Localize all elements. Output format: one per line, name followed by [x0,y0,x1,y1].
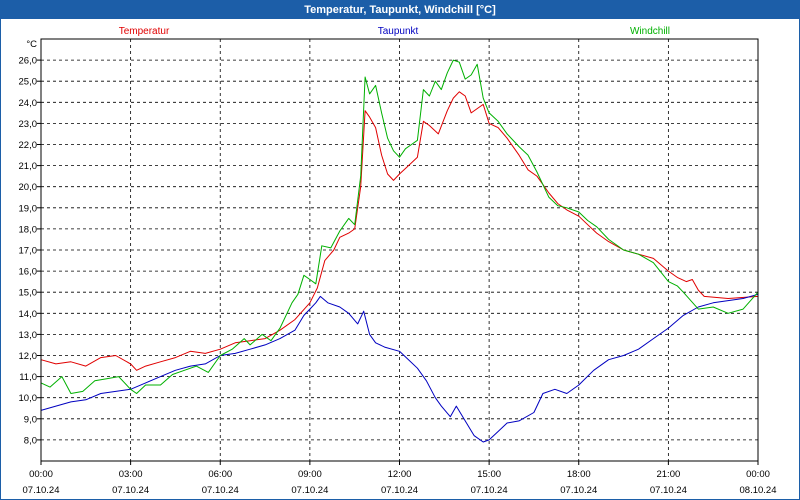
tick-labels: 8,0 9,0 10,0 11,0 12,0 13,0 14,0 15,0 16,0 17,0 18… [19,39,777,496]
y-tick-label: 10,0 [19,393,38,404]
y-tick-label: 17,0 [19,246,38,257]
x-tick-time: 00:00 [746,469,770,480]
x-tick-time: 00:00 [29,469,53,480]
y-tick-label: 13,0 [19,330,38,341]
y-tick-label: 23,0 [19,119,38,130]
x-tick-date: 07.10.24 [650,485,687,496]
x-tick-date: 08.10.24 [740,485,777,496]
axes [37,38,759,465]
y-tick-label: 18,0 [19,224,38,235]
series-line-temperatur [40,91,759,371]
x-tick-date: 07.10.24 [381,485,418,496]
series-lines [40,59,759,443]
legend-entry: Taupunkt [378,26,419,37]
x-tick-date: 07.10.24 [23,485,60,496]
y-tick-label: 11,0 [19,372,37,383]
y-tick-label: 25,0 [19,77,38,88]
x-tick-date: 07.10.24 [112,485,149,496]
y-tick-label: 12,0 [19,351,38,362]
x-tick-date: 07.10.24 [471,485,508,496]
legend: Temperatur Taupunkt Windchill [119,26,670,37]
y-tick-label: 9,0 [24,414,37,425]
x-tick-time: 03:00 [119,469,143,480]
legend-entry: Windchill [630,26,670,37]
x-tick-date: 07.10.24 [291,485,328,496]
x-tick-time: 06:00 [208,469,232,480]
plot-area-border [40,38,759,462]
y-tick-label: 14,0 [19,309,38,320]
x-tick-time: 09:00 [298,469,322,480]
grid [41,39,758,461]
y-tick-label: 8,0 [24,435,37,446]
chart-title: Temperatur, Taupunkt, Windchill [°C] [1,1,799,19]
x-tick-date: 07.10.24 [202,485,239,496]
legend-entry: Temperatur [119,26,170,37]
x-tick-time: 18:00 [567,469,591,480]
y-tick-label: 22,0 [19,140,38,151]
series-line-windchill [40,59,759,394]
y-tick-label: 24,0 [19,98,38,109]
y-tick-label: 26,0 [19,56,38,67]
y-tick-label: 15,0 [19,288,38,299]
y-tick-label: 19,0 [19,203,38,214]
x-tick-date: 07.10.24 [560,485,597,496]
y-axis-unit: °C [26,39,37,50]
x-tick-time: 21:00 [656,469,680,480]
y-tick-label: 16,0 [19,267,38,278]
y-tick-label: 21,0 [19,161,38,172]
y-tick-label: 20,0 [19,182,38,193]
series-line-taupunkt [40,293,759,443]
x-tick-time: 12:00 [388,469,412,480]
x-tick-time: 15:00 [477,469,501,480]
